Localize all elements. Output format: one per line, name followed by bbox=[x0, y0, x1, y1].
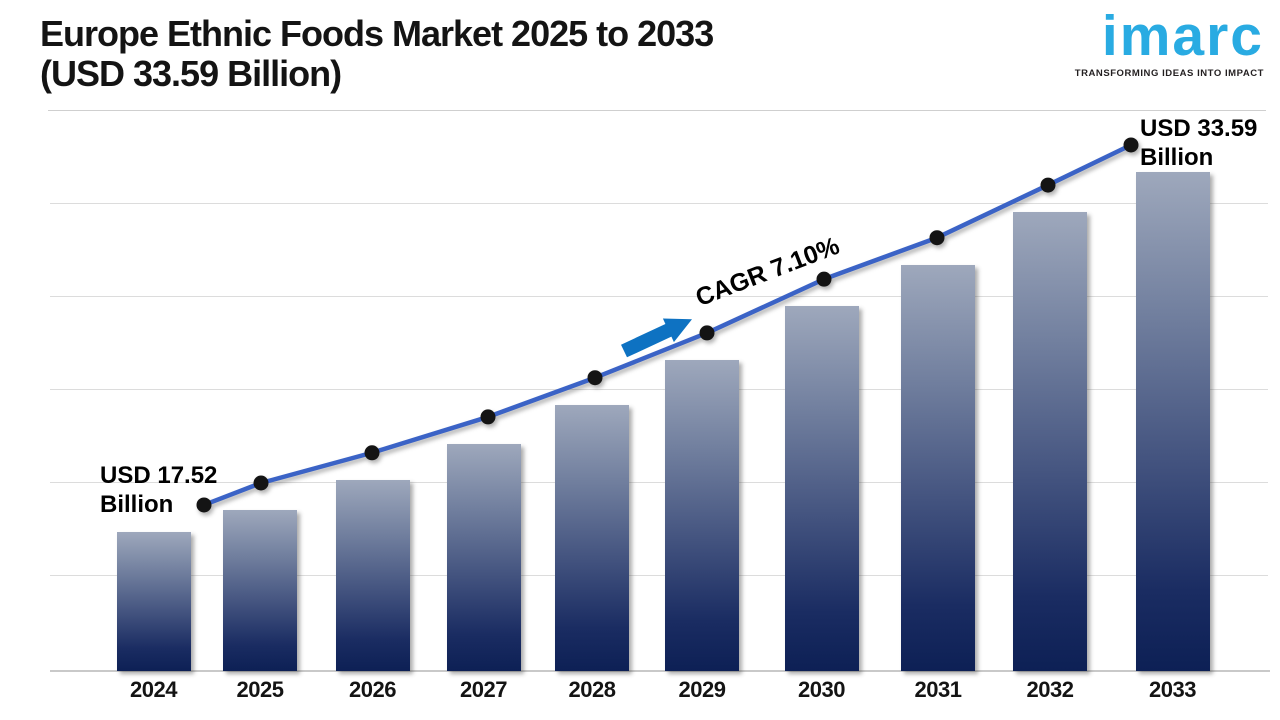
x-tick-2027: 2027 bbox=[460, 677, 507, 702]
bar-2031 bbox=[901, 264, 975, 671]
end-value-line2: Billion bbox=[1140, 144, 1214, 171]
x-tick-2028: 2028 bbox=[568, 677, 616, 702]
imarc-logo-wordmark: imarc bbox=[1101, 4, 1264, 68]
data-marker-2031 bbox=[929, 230, 945, 246]
x-tick-2030: 2030 bbox=[798, 677, 845, 702]
data-marker-2030 bbox=[816, 271, 832, 287]
data-marker-2025 bbox=[253, 475, 269, 491]
data-marker-2026 bbox=[364, 445, 380, 461]
chart-title: Europe Ethnic Foods Market 2025 to 2033 … bbox=[40, 13, 714, 94]
bar-2032 bbox=[1013, 212, 1087, 671]
end-value-label: USD 33.59 Billion bbox=[1140, 114, 1257, 172]
end-value-line1: USD 33.59 bbox=[1140, 115, 1258, 142]
bar-2026 bbox=[335, 479, 410, 671]
data-marker-2032 bbox=[1040, 177, 1056, 193]
x-tick-2026: 2026 bbox=[349, 677, 396, 702]
start-value-label: USD 17.52 Billion bbox=[100, 461, 217, 519]
x-tick-2029: 2029 bbox=[678, 677, 726, 702]
bar-2030 bbox=[784, 306, 859, 671]
bar-2033 bbox=[1135, 171, 1210, 671]
data-marker-2027 bbox=[480, 409, 496, 425]
data-marker-2028 bbox=[587, 370, 603, 386]
x-axis-line bbox=[50, 670, 1270, 672]
gridline bbox=[50, 575, 1268, 576]
bar-2027 bbox=[446, 443, 521, 671]
bar-2025 bbox=[223, 510, 297, 671]
start-value-line1: USD 17.52 bbox=[100, 462, 218, 489]
data-marker-2033 bbox=[1123, 137, 1139, 153]
bar-2028 bbox=[555, 404, 629, 671]
x-tick-2025: 2025 bbox=[236, 677, 284, 702]
header-divider bbox=[48, 110, 1266, 111]
bar-2029 bbox=[665, 359, 739, 671]
chart-title-line2: (USD 33.59 Billion) bbox=[40, 53, 342, 94]
imarc-logo-tagline: TRANSFORMING IDEAS INTO IMPACT bbox=[1074, 68, 1264, 79]
x-tick-2024: 2024 bbox=[130, 677, 177, 702]
imarc-logo: imarc TRANSFORMING IDEAS INTO IMPACT bbox=[1049, 4, 1264, 79]
data-marker-2029 bbox=[699, 325, 715, 341]
start-value-line2: Billion bbox=[100, 491, 174, 518]
cagr-label: CAGR 7.10% bbox=[691, 231, 844, 313]
x-tick-2031: 2031 bbox=[914, 677, 962, 702]
chart-title-line1: Europe Ethnic Foods Market 2025 to 2033 bbox=[40, 13, 714, 54]
gridline bbox=[50, 203, 1268, 204]
x-tick-2032: 2032 bbox=[1026, 677, 1074, 702]
bar-2024 bbox=[116, 531, 191, 671]
trend-arrow-icon bbox=[621, 318, 692, 358]
x-tick-2033: 2033 bbox=[1149, 677, 1196, 702]
